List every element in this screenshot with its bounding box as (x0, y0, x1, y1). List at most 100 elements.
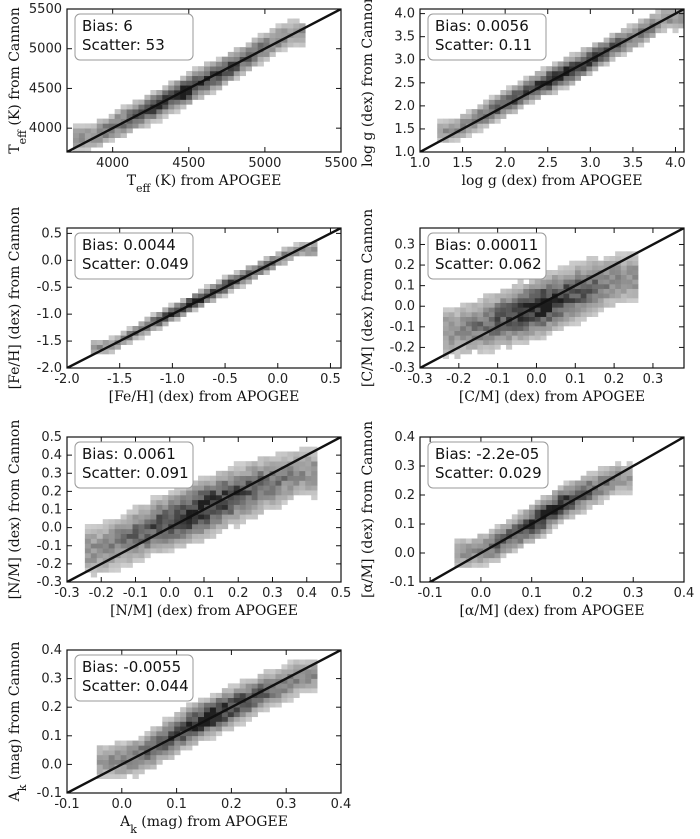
hist-cell (132, 764, 139, 770)
hist-cell (534, 288, 541, 294)
hist-cell (138, 123, 145, 129)
hist-cell (632, 256, 639, 261)
x-tick-label: 5500 (324, 156, 357, 171)
hist-cell (506, 321, 513, 327)
hist-cell (293, 470, 300, 476)
hist-cell (198, 480, 205, 486)
hist-cell (204, 80, 211, 86)
hist-cell (209, 692, 217, 698)
hist-cell (305, 669, 312, 675)
hist-cell (465, 316, 472, 322)
hist-cell (156, 312, 163, 317)
hist-cell (534, 326, 541, 331)
hist-cell (477, 533, 484, 539)
hist-cell (299, 683, 306, 689)
hist-cell (281, 669, 288, 675)
hist-cell (580, 47, 587, 53)
hist-cell (471, 312, 478, 317)
hist-cell (305, 480, 312, 486)
hist-cell (275, 451, 282, 457)
x-tick-label: -2.0 (54, 372, 79, 387)
hist-cell (517, 524, 524, 530)
hist-cell (90, 557, 98, 563)
hist-cell (488, 109, 495, 115)
hist-cell (275, 495, 282, 501)
hist-cell (477, 113, 484, 119)
hist-cell (506, 293, 513, 299)
y-tick-label: -1.0 (37, 307, 62, 322)
hist-cell (534, 499, 541, 505)
hist-cell (215, 504, 223, 510)
hist-cell (251, 697, 258, 703)
hist-cell (162, 504, 169, 510)
hist-cell (198, 85, 205, 91)
hist-cell (239, 47, 246, 53)
hist-cell (488, 302, 495, 308)
hist-cell (299, 246, 306, 252)
hist-cell (162, 509, 169, 515)
hist-cell (615, 265, 622, 271)
hist-cell (233, 688, 241, 694)
hist-cell (592, 307, 599, 313)
hist-cell (281, 456, 288, 462)
hist-cell (90, 572, 98, 578)
hist-cell (534, 533, 541, 539)
hist-cell (546, 302, 553, 308)
hist-cell (552, 70, 559, 77)
hist-cell (597, 485, 604, 491)
stats-box (74, 13, 194, 61)
hist-cell (144, 533, 151, 539)
hist-cell (523, 298, 530, 303)
hist-cell (233, 70, 241, 77)
hist-cell (144, 524, 151, 530)
hist-cell (287, 678, 294, 684)
hist-cell (138, 764, 145, 770)
x-tick-label: 0.5 (320, 372, 341, 387)
hist-cell (494, 99, 501, 105)
hist-cell (126, 543, 133, 549)
hist-cell (138, 524, 145, 530)
hist-cell (557, 279, 564, 285)
hist-cell (603, 51, 610, 57)
hist-cell (275, 688, 282, 694)
hist-cell (511, 307, 518, 313)
hist-cell (488, 335, 495, 341)
hist-cell (460, 330, 467, 336)
hist-cell (120, 754, 127, 760)
hist-cell (620, 260, 627, 266)
hist-cell (198, 711, 205, 718)
y-tick-label: 0.5 (41, 226, 62, 241)
hist-cell (132, 740, 139, 746)
hist-cell (511, 321, 518, 327)
y-tick-label: 0.0 (41, 253, 62, 268)
hist-cell (511, 548, 518, 554)
hist-cell (494, 312, 501, 317)
hist-cell (477, 316, 484, 322)
hist-cell (174, 735, 181, 741)
hist-cell (494, 326, 501, 331)
hist-cell (96, 118, 104, 124)
hist-cell (638, 42, 645, 48)
hist-cell (592, 293, 599, 299)
hist-cell (517, 538, 524, 544)
hist-cell (580, 265, 587, 271)
hist-cell (168, 85, 175, 91)
hist-cell (275, 32, 282, 38)
hist-cell (471, 548, 478, 554)
hist-cell (632, 298, 639, 303)
hist-cell (144, 740, 151, 746)
hist-cell (287, 688, 294, 694)
hist-cell (251, 678, 258, 684)
hist-cell (465, 326, 472, 331)
hist-cell (204, 721, 211, 727)
hist-cell (215, 293, 223, 299)
hist-cell (529, 519, 536, 525)
hist-cell (511, 335, 518, 341)
hist-cell (500, 298, 507, 303)
hist-cell (293, 669, 300, 675)
hist-cell (114, 118, 121, 124)
hist-cell (638, 23, 645, 29)
hist-cell (251, 42, 258, 48)
hist-cell (198, 490, 205, 496)
hist-cell (609, 37, 616, 43)
